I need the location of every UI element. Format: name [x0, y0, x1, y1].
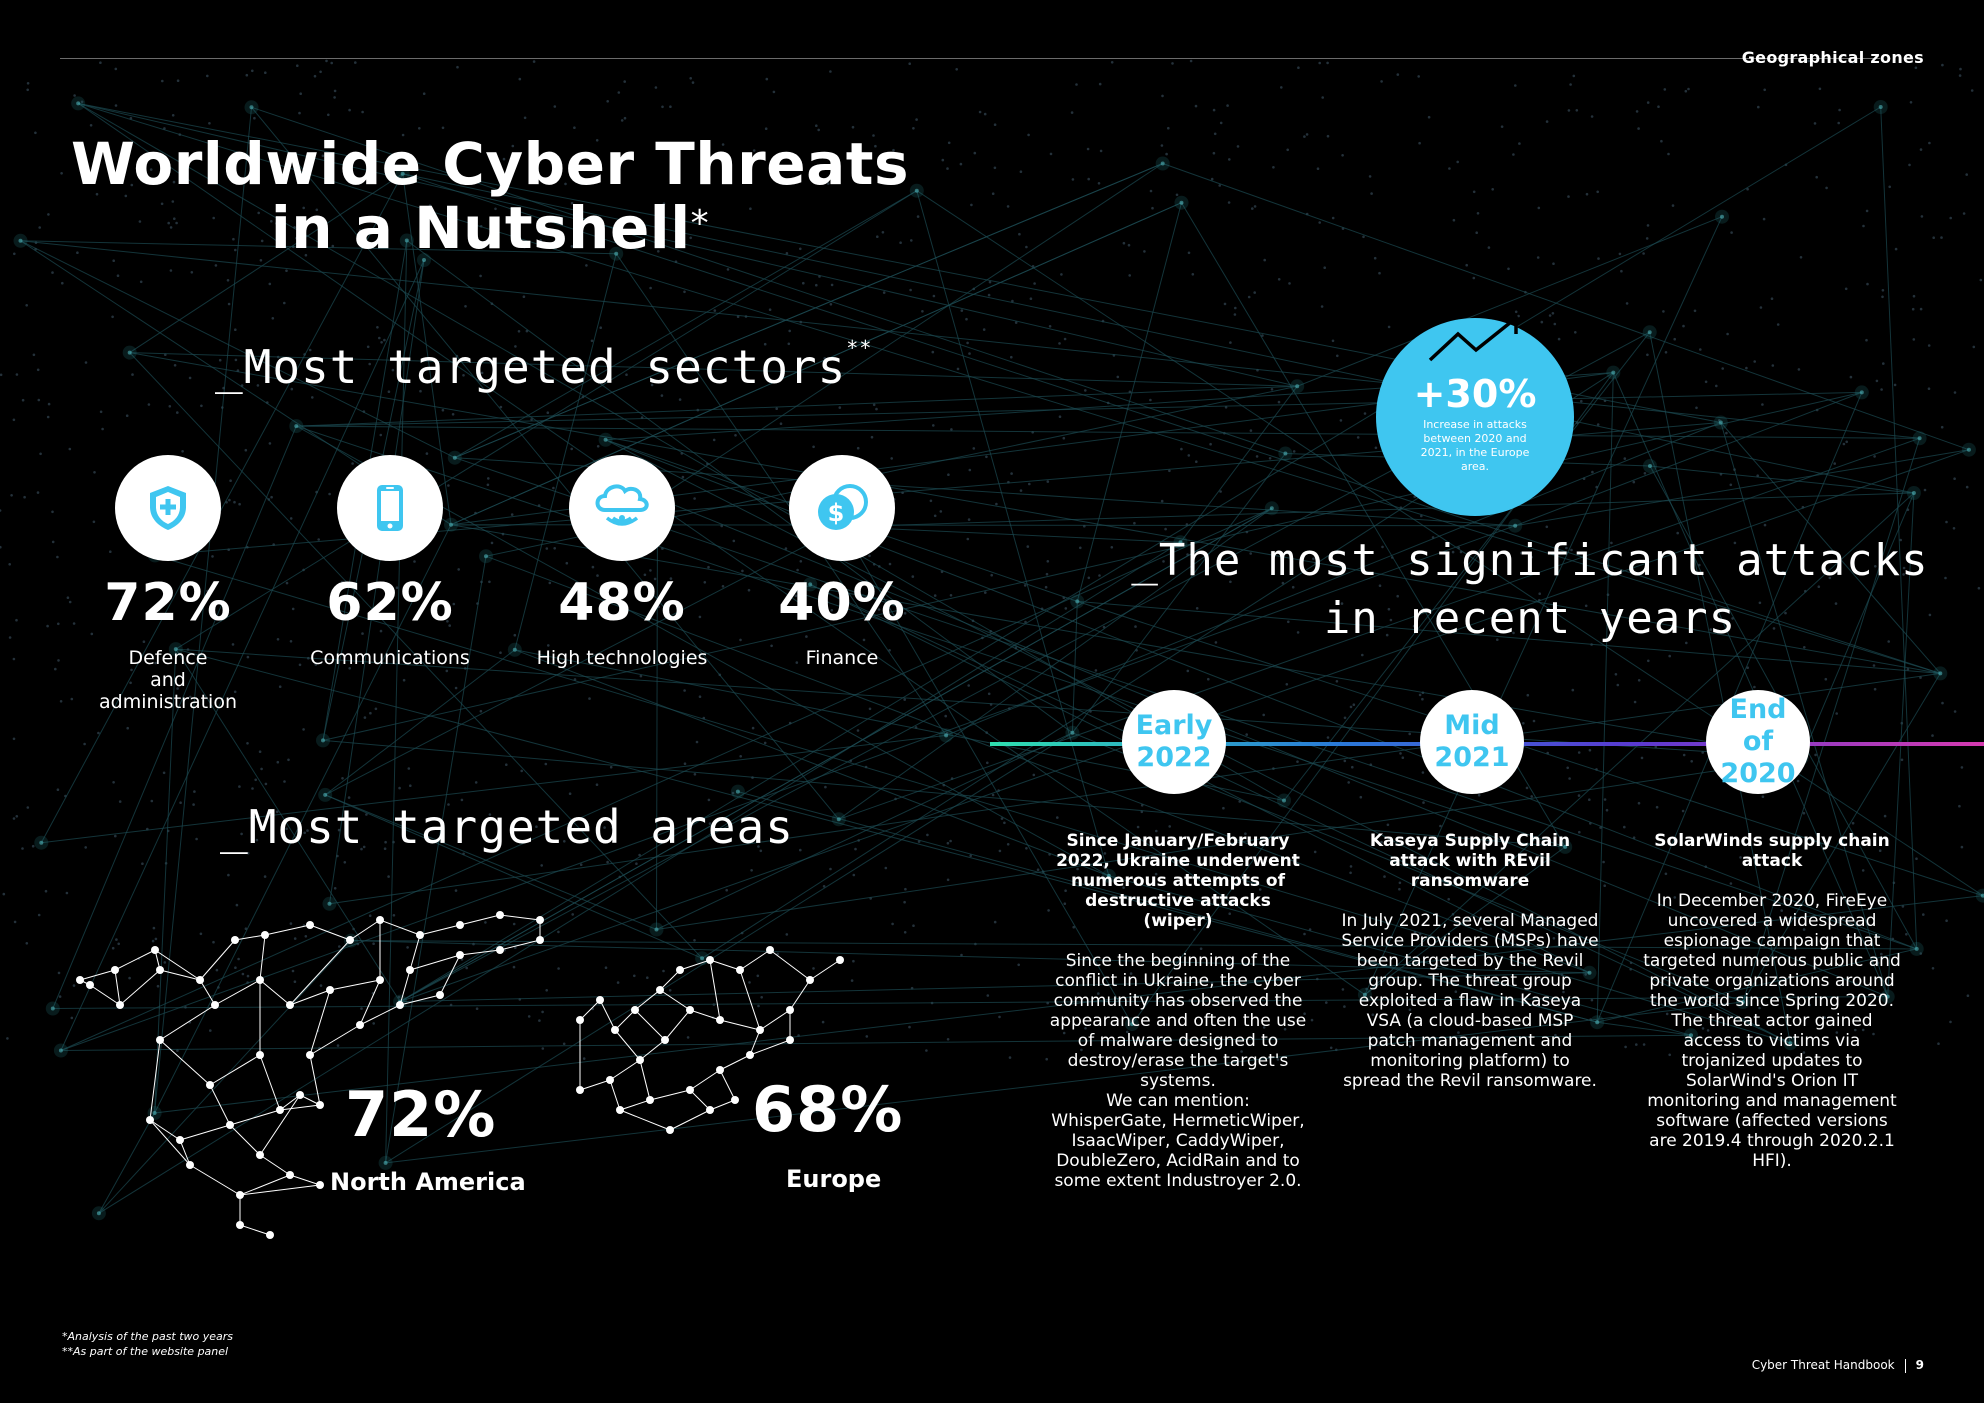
- sector-icon-circle: [569, 455, 675, 561]
- sector-pct: 48%: [558, 573, 686, 633]
- north-america-label: North America: [330, 1168, 526, 1196]
- attack-title: Kaseya Supply Chain attack with REvil ra…: [1369, 831, 1571, 891]
- page-title: Worldwide Cyber Threats in a Nutshell*: [40, 132, 940, 260]
- attack-body: In July 2021, several Managed Service Pr…: [1341, 911, 1599, 1091]
- sector-communications: 62% Communications: [290, 455, 490, 669]
- europe-pct: 68%: [752, 1073, 904, 1146]
- sector-finance: $ 40% Finance: [742, 455, 942, 669]
- sector-icon-circle: [337, 455, 443, 561]
- trend-up-arrow-icon: [1428, 316, 1518, 362]
- page-footer: Cyber Threat Handbook 9: [1752, 1358, 1924, 1373]
- sector-icon-circle: [115, 455, 221, 561]
- sector-pct: 40%: [778, 573, 906, 633]
- footnote-2: **As part of the website panel: [62, 1345, 229, 1358]
- attack-body: Since the beginning of the conflict in U…: [1049, 951, 1307, 1191]
- timeline-marker-line1: Mid: [1444, 710, 1500, 741]
- timeline-marker-early-2022: Early 2022: [1122, 690, 1226, 794]
- europe-label: Europe: [786, 1165, 882, 1193]
- timeline-marker-line2: 2021: [1434, 742, 1510, 773]
- attack-body: In December 2020, FireEye uncovered a wi…: [1643, 891, 1901, 1171]
- shield-plus-icon: [150, 486, 186, 530]
- timeline-marker-line1: End: [1729, 694, 1787, 725]
- section-label: Geographical zones: [1741, 48, 1924, 67]
- sector-pct: 62%: [326, 573, 454, 633]
- north-america-pct: 72%: [345, 1078, 497, 1151]
- areas-heading: _Most targeted areas: [220, 800, 794, 854]
- sector-label: Communications: [310, 647, 470, 669]
- kpi-description: Increase in attacks between 2020 and 202…: [1420, 418, 1530, 473]
- page-title-line2-wrap: in a Nutshell*: [40, 196, 940, 260]
- timeline-marker-end-2020: End of 2020: [1706, 690, 1810, 794]
- page-title-line1: Worldwide Cyber Threats: [71, 130, 909, 198]
- timeline-marker-mid-2021: Mid 2021: [1420, 690, 1524, 794]
- kpi-bubble: +30% Increase in attacks between 2020 an…: [1376, 316, 1574, 516]
- attacks-heading: _The most significant attacks in recent …: [1080, 532, 1980, 648]
- attack-kaseya: Kaseya Supply Chain attack with REvil ra…: [1340, 831, 1600, 1091]
- sector-high-tech: 48% High technologies: [522, 455, 722, 669]
- footer-divider: [1904, 1358, 1906, 1373]
- sector-label: High technologies: [536, 647, 708, 669]
- sectors-heading: _Most targeted sectors**: [215, 336, 872, 394]
- timeline-marker-line2: 2022: [1136, 742, 1212, 773]
- attacks-heading-line1: _The most significant attacks: [1131, 535, 1929, 586]
- kpi-value: +30%: [1413, 372, 1537, 416]
- cloud-wireless-icon: [595, 484, 649, 526]
- attack-title: SolarWinds supply chain attack: [1654, 831, 1890, 871]
- sector-label: Defence and administration: [98, 647, 237, 713]
- smartphone-icon: [377, 485, 403, 531]
- attack-ukraine: Since January/February 2022, Ukraine und…: [1048, 831, 1308, 1191]
- footnote-1: *Analysis of the past two years: [62, 1330, 234, 1343]
- attack-title: Since January/February 2022, Ukraine und…: [1056, 831, 1300, 931]
- sector-icon-circle: $: [789, 455, 895, 561]
- north-america-network-map: [76, 911, 544, 1239]
- footer-title: Cyber Threat Handbook: [1751, 1358, 1895, 1372]
- attacks-heading-line2: in recent years: [1323, 593, 1737, 644]
- timeline-marker-line2: of 2020: [1720, 726, 1796, 789]
- sectors-footnote-mark: **: [846, 336, 873, 360]
- header-rule: [60, 58, 1880, 59]
- sector-label: Finance: [805, 647, 879, 669]
- coins-dollar-icon: $: [818, 484, 868, 530]
- attack-solarwinds: SolarWinds supply chain attack In Decemb…: [1642, 831, 1902, 1171]
- title-footnote-mark: *: [690, 203, 710, 244]
- sector-defence: 72% Defence and administration: [68, 455, 268, 713]
- europe-network-map: [576, 946, 844, 1134]
- timeline-marker-line1: Early: [1135, 710, 1213, 741]
- sector-pct: 72%: [104, 573, 232, 633]
- page-title-line2: in a Nutshell: [270, 194, 691, 262]
- page-number: 9: [1915, 1358, 1924, 1372]
- sectors-heading-text: _Most targeted sectors: [215, 340, 847, 394]
- svg-text:$: $: [828, 499, 845, 527]
